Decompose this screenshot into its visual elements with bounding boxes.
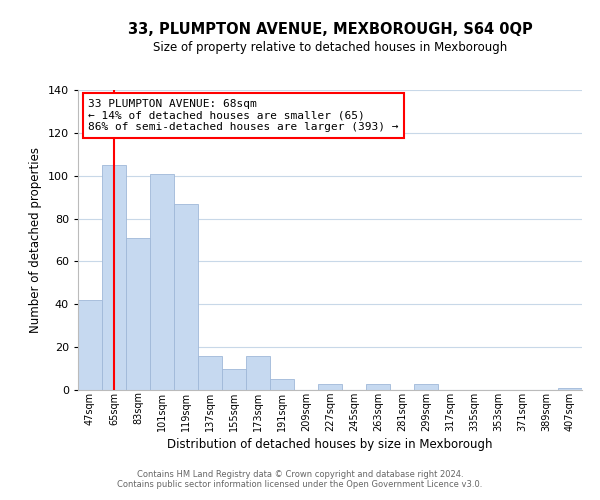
Text: Contains HM Land Registry data © Crown copyright and database right 2024.: Contains HM Land Registry data © Crown c… (137, 470, 463, 479)
Bar (102, 165, 126, 390)
Bar (126, 238, 150, 390)
Bar (222, 368, 246, 390)
Text: 33 PLUMPTON AVENUE: 68sqm
← 14% of detached houses are smaller (65)
86% of semi-: 33 PLUMPTON AVENUE: 68sqm ← 14% of detac… (88, 99, 398, 132)
Text: Contains public sector information licensed under the Open Government Licence v3: Contains public sector information licen… (118, 480, 482, 489)
Bar (270, 380, 294, 390)
Text: 33, PLUMPTON AVENUE, MEXBOROUGH, S64 0QP: 33, PLUMPTON AVENUE, MEXBOROUGH, S64 0QP (128, 22, 532, 38)
Bar (318, 384, 342, 390)
Y-axis label: Number of detached properties: Number of detached properties (29, 147, 42, 333)
Bar (414, 384, 438, 390)
Bar (150, 174, 174, 390)
X-axis label: Distribution of detached houses by size in Mexborough: Distribution of detached houses by size … (167, 438, 493, 451)
Bar (78, 300, 102, 390)
Bar (558, 388, 582, 390)
Bar (174, 204, 198, 390)
Text: Size of property relative to detached houses in Mexborough: Size of property relative to detached ho… (153, 41, 507, 54)
Bar (366, 384, 390, 390)
Bar (246, 356, 270, 390)
Bar (198, 356, 222, 390)
